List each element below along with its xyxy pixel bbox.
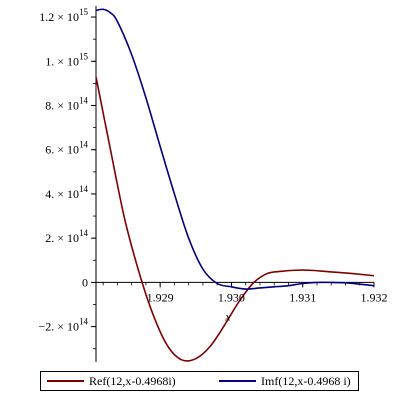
legend-item-1: Imf(12,x-0.4968 i) [219,372,351,390]
y-tick-label-0: 1.2 × 1015 [39,7,88,24]
series-line-0 [95,76,375,362]
legend-swatch-1 [219,380,256,382]
y-tick-label-2: 8. × 1014 [45,96,88,113]
x-tick-label-3: 1.932 [361,290,388,304]
x-axis-label: x [224,309,231,323]
y-tick-label-1: 1. × 1015 [45,51,88,68]
x-tick-label-2: 1.931 [289,290,316,304]
legend-item-0: Ref(12,x-0.4968i) [47,372,176,390]
tick-labels: 1.929 1.930 1.931 1.932 x 1.2 × 1015 1. × 1015… [38,7,387,334]
y-tick-label-5: 2. × 1014 [45,228,88,245]
y-tick-label-7: −2. × 1014 [38,317,88,334]
y-tick-label-3: 6. × 1014 [45,140,88,157]
legend-label-0: Ref(12,x-0.4968i) [89,373,176,388]
x-tick-label-1: 1.930 [218,290,245,304]
legend: Ref(12,x-0.4968i) Imf(12,x-0.4968 i) [40,371,359,391]
x-tick-label-0: 1.929 [147,290,174,304]
y-tick-label-4: 4. × 1014 [45,184,88,201]
series-layer [95,8,375,362]
y-tick-label-6: 0 [82,275,88,289]
legend-label-1: Imf(12,x-0.4968 i) [261,373,351,388]
series-line-1 [95,8,375,290]
legend-swatch-0 [47,380,84,382]
